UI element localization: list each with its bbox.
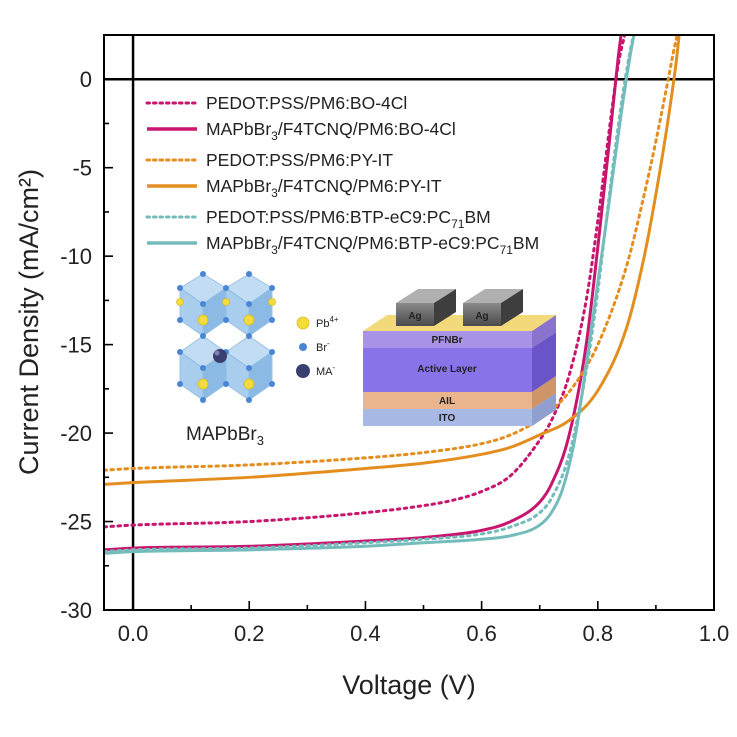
pfnbr-top: [363, 315, 556, 331]
y-tick-label: -15: [60, 333, 92, 358]
pfnbr-label: PFNBr: [431, 335, 462, 346]
y-tick-label: -20: [60, 421, 92, 446]
legend-entry-5: PEDOT:PSS/PM6:BTP-eC9:PC71BM: [145, 207, 491, 231]
y-tick-label: -10: [60, 244, 92, 269]
legend: PEDOT:PSS/PM6:BO-4Cl MAPbBr3/F4TCNQ/PM6:…: [145, 93, 539, 257]
pb-legend-dot: [296, 316, 310, 330]
y-axis-title: Current Density (mA/cm²): [14, 169, 44, 475]
pb-legend-label: Pb4+: [316, 315, 339, 330]
ma-legend-dot: [296, 364, 310, 378]
legend-entry-1: PEDOT:PSS/PM6:BO-4Cl: [145, 93, 407, 113]
ail-side: [532, 376, 556, 409]
ma-cation: [213, 349, 227, 363]
x-tick-label: 0.0: [118, 621, 149, 646]
y-tick-labels: 0 -5 -10 -15 -20 -25 -30: [60, 67, 92, 623]
active-layer-label: Active Layer: [417, 364, 477, 375]
series-line-1: [104, 35, 627, 529]
ito-label: ITO: [439, 413, 456, 424]
legend-label: PEDOT:PSS/PM6:BO-4Cl: [206, 93, 407, 113]
crystal-structure-inset: MAPbBr3 Pb4+ Br- MA-: [176, 271, 339, 448]
ito-layer: [363, 409, 532, 426]
y-tick-label: -30: [60, 598, 92, 623]
x-axis-title: Voltage (V): [342, 670, 476, 700]
active-side: [532, 332, 556, 392]
legend-entry-4: MAPbBr3/F4TCNQ/PM6:PY-IT: [147, 176, 442, 200]
crystal-label: MAPbBr3: [186, 424, 264, 448]
pfnbr-side: [532, 315, 556, 348]
legend-entry-3: PEDOT:PSS/PM6:PY-IT: [145, 150, 393, 170]
legend-entry-2: MAPbBr3/F4TCNQ/PM6:BO-4Cl: [147, 119, 456, 143]
x-tick-label: 0.8: [583, 621, 614, 646]
ag-label: Ag: [475, 311, 488, 322]
series-line-4: [104, 35, 681, 486]
y-tick-label: -25: [60, 510, 92, 535]
legend-label: MAPbBr3/F4TCNQ/PM6:BO-4Cl: [206, 119, 456, 143]
x-tick-label: 0.4: [350, 621, 381, 646]
ag-label: Ag: [408, 311, 421, 322]
y-tick-label: 0: [80, 67, 92, 92]
y-tick-label: -5: [72, 156, 92, 181]
ail-layer: [363, 392, 532, 409]
legend-entry-6: MAPbBr3/F4TCNQ/PM6:BTP-eC9:PC71BM: [147, 233, 539, 257]
legend-label: MAPbBr3/F4TCNQ/PM6:BTP-eC9:PC71BM: [206, 233, 539, 257]
br-legend-label: Br-: [316, 339, 330, 354]
atom-legend: Pb4+ Br- MA-: [296, 315, 339, 378]
zero-lines: [104, 35, 714, 610]
br-legend-dot: [299, 343, 307, 351]
series-line-6: [104, 35, 636, 555]
legend-label: PEDOT:PSS/PM6:BTP-eC9:PC71BM: [206, 207, 491, 231]
plot-frame: [103, 34, 715, 611]
ito-side: [532, 393, 556, 426]
ma-legend-label: MA-: [316, 363, 336, 378]
ag-electrode-1: Ag: [396, 289, 456, 326]
legend-label: MAPbBr3/F4TCNQ/PM6:PY-IT: [206, 176, 442, 200]
legend-label: PEDOT:PSS/PM6:PY-IT: [206, 150, 393, 170]
br-atoms: [177, 271, 275, 403]
active-layer: [363, 348, 532, 392]
x-tick-labels: 0.0 0.2 0.4 0.6 0.8 1.0: [118, 621, 730, 646]
pfnbr-layer: [363, 331, 532, 348]
ail-label: AIL: [439, 396, 455, 407]
device-stack-inset: ITO AIL Active Layer PFNBr Ag Ag: [363, 289, 556, 426]
ma-highlight: [214, 350, 220, 356]
octahedra: [179, 273, 273, 401]
pb-atoms: [176, 298, 276, 390]
ag-electrode-2: Ag: [463, 289, 523, 326]
x-tick-label: 0.2: [234, 621, 265, 646]
x-tick-label: 1.0: [699, 621, 730, 646]
x-tick-label: 0.6: [466, 621, 497, 646]
series-line-2: [104, 35, 623, 552]
axis-ticks: [104, 34, 715, 611]
